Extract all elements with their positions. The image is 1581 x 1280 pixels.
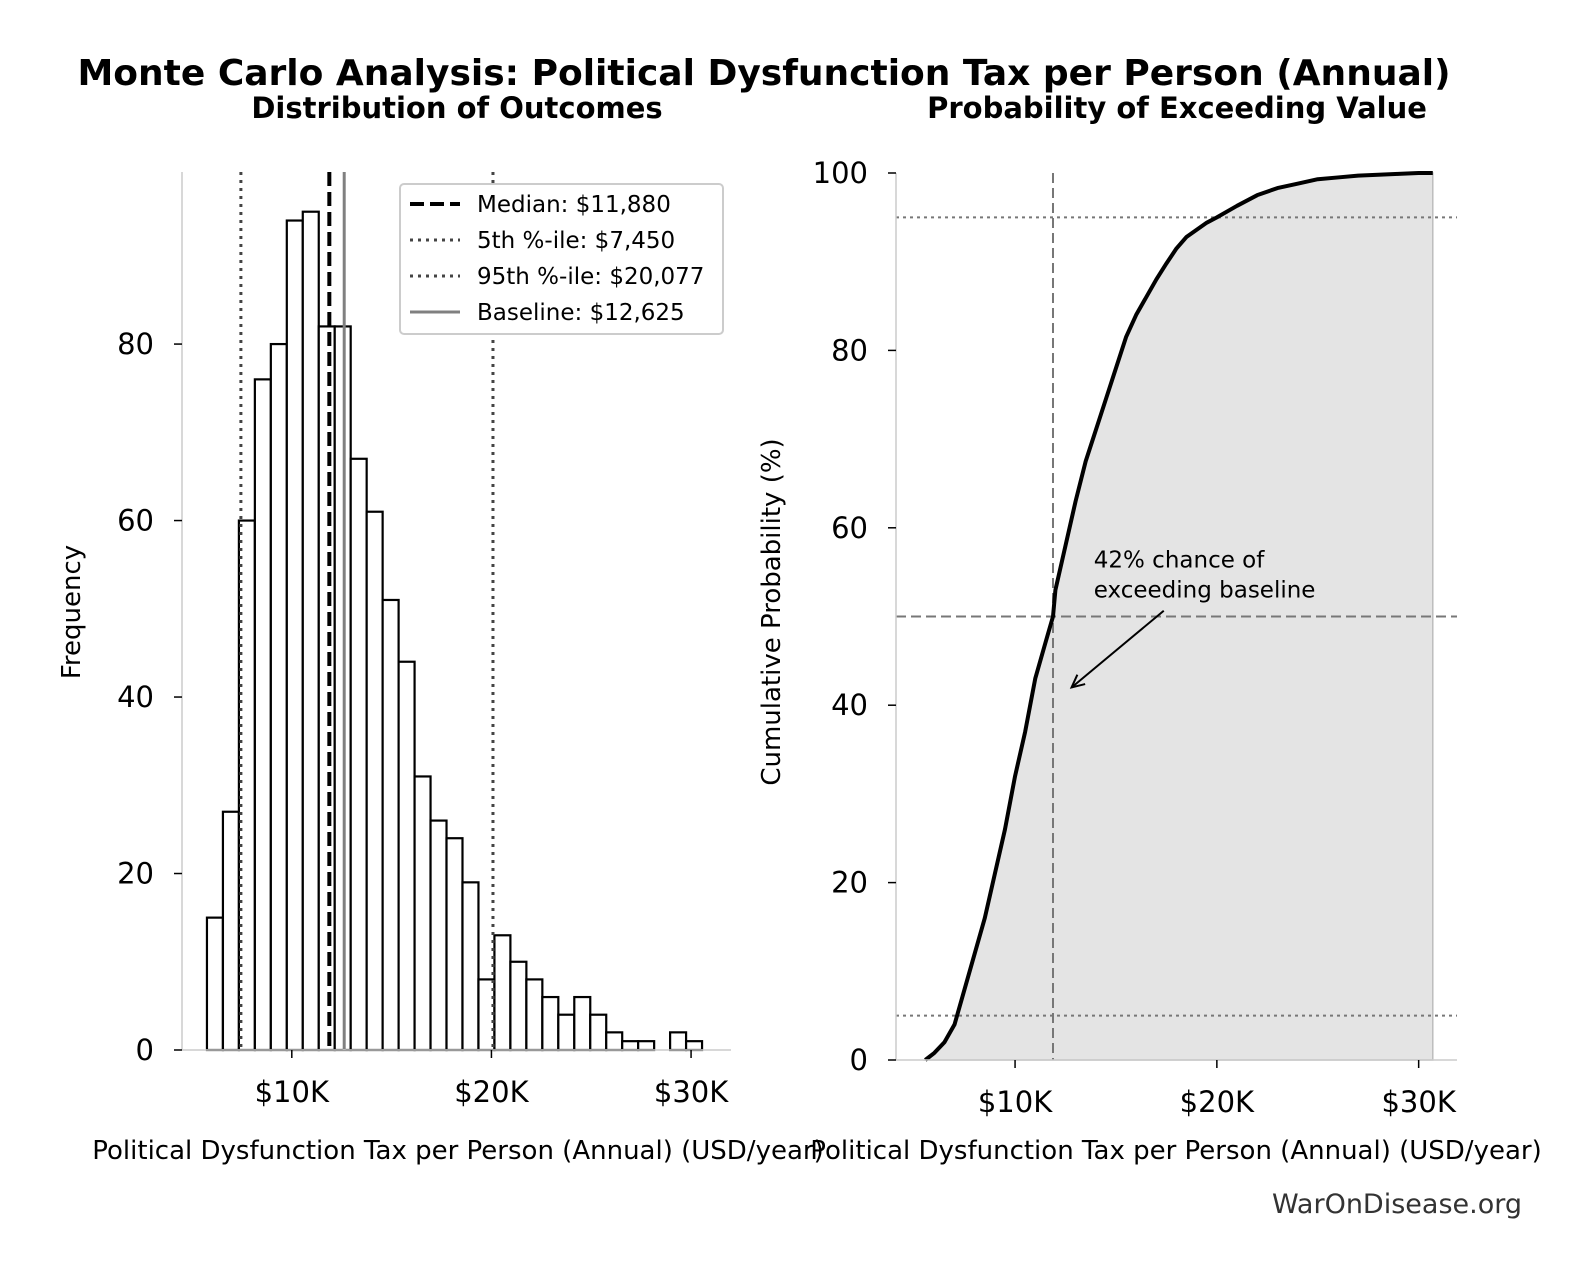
histogram-plot-area: 0 20 40 60 80 $10K $20K $30K: [117, 172, 731, 1109]
cumulative-plot-area: 0 20 40 60 80 100 $10K $20K $30K 42% chance of exc…: [813, 156, 1457, 1119]
legend-entry: 95th %-ile: $20,077: [477, 264, 704, 290]
histogram-bar: [301, 210, 320, 1052]
histogram-bar: [237, 519, 256, 1052]
annotation-text: exceeding baseline: [1094, 578, 1316, 604]
histogram-bar: [493, 934, 512, 1052]
histogram-x-tick-label: $30K: [654, 1075, 729, 1109]
histogram-bar: [525, 978, 544, 1052]
histogram-y-axis-label: Frequency: [57, 545, 87, 679]
histogram-bar: [589, 1013, 608, 1052]
histogram-legend: Median: $11,880 5th %-ile: $7,450 95th %-i…: [399, 183, 724, 335]
histogram-bar: [509, 960, 528, 1052]
histogram-bar: [317, 325, 336, 1052]
figure-title: Monte Carlo Analysis: Political Dysfunct…: [77, 53, 1450, 94]
histogram-bar: [221, 810, 240, 1052]
histogram-bar: [205, 916, 225, 1052]
histogram-bar: [684, 1040, 704, 1052]
cumulative-y-tick-label: 20: [831, 866, 868, 900]
histogram-bar: [381, 598, 400, 1052]
cumulative-curve: [924, 171, 1433, 1062]
histogram-title: Distribution of Outcomes: [251, 91, 662, 125]
cumulative-y-tick-label: 100: [813, 156, 868, 190]
cumulative-y-tick-label: 40: [831, 688, 868, 722]
watermark: WarOnDisease.org: [1272, 1189, 1522, 1220]
cumulative-x-tick-label: $20K: [1180, 1085, 1255, 1119]
histogram-panel: Distribution of Outcomes 0 20 40 60 80 $10K $2…: [57, 91, 824, 1166]
histogram-bar: [349, 457, 368, 1052]
histogram-bar: [637, 1040, 656, 1052]
cumulative-x-axis-label: Political Dysfunction Tax per Person (An…: [810, 1136, 1541, 1166]
cumulative-y-tick-label: 0: [850, 1043, 868, 1077]
histogram-bar: [253, 378, 272, 1052]
histogram-bar: [557, 1013, 576, 1052]
histogram-y-tick-label: 20: [117, 857, 154, 891]
histogram-bar: [445, 837, 464, 1052]
histogram-bar: [269, 342, 288, 1052]
histogram-bar: [605, 1031, 624, 1052]
cumulative-y-tick-label: 60: [831, 511, 868, 545]
histogram-bar: [461, 881, 480, 1052]
histogram-bar: [397, 660, 416, 1052]
histogram-bar: [429, 819, 448, 1052]
cumulative-panel: Probability of Exceeding Value 0 20 40 60 80…: [757, 91, 1542, 1166]
legend-entry: Baseline: $12,625: [477, 300, 685, 326]
histogram-bar: [541, 995, 560, 1052]
histogram-bar: [365, 510, 384, 1052]
annotation-arrow-shaft: [1070, 609, 1165, 689]
histogram-y-tick-label: 0: [136, 1033, 154, 1067]
cumulative-x-tick-label: $10K: [978, 1085, 1053, 1119]
histogram-x-tick-label: $10K: [255, 1075, 330, 1109]
histogram-x-axis-label: Political Dysfunction Tax per Person (An…: [92, 1136, 823, 1166]
legend-entry: 5th %-ile: $7,450: [477, 228, 675, 254]
annotation-text: 42% chance of: [1094, 548, 1266, 574]
histogram-bar: [413, 775, 432, 1052]
cumulative-y-axis-label: Cumulative Probability (%): [757, 438, 787, 785]
histogram-x-tick-label: $20K: [454, 1075, 529, 1109]
annotation-arrow-head: [1069, 674, 1086, 689]
cumulative-x-tick-label: $30K: [1381, 1085, 1456, 1119]
histogram-bar: [669, 1031, 688, 1052]
histogram-y-tick-label: 60: [117, 504, 154, 538]
cumulative-title: Probability of Exceeding Value: [927, 91, 1427, 125]
histogram-bar: [573, 995, 592, 1052]
histogram-bar: [621, 1040, 640, 1052]
legend-entry: Median: $11,880: [477, 192, 671, 218]
cumulative-y-tick-label: 80: [831, 333, 868, 367]
histogram-y-tick-label: 40: [117, 680, 154, 714]
legend-box: [399, 183, 724, 335]
histogram-bar: [285, 219, 304, 1052]
histogram-y-tick-label: 80: [117, 327, 154, 361]
